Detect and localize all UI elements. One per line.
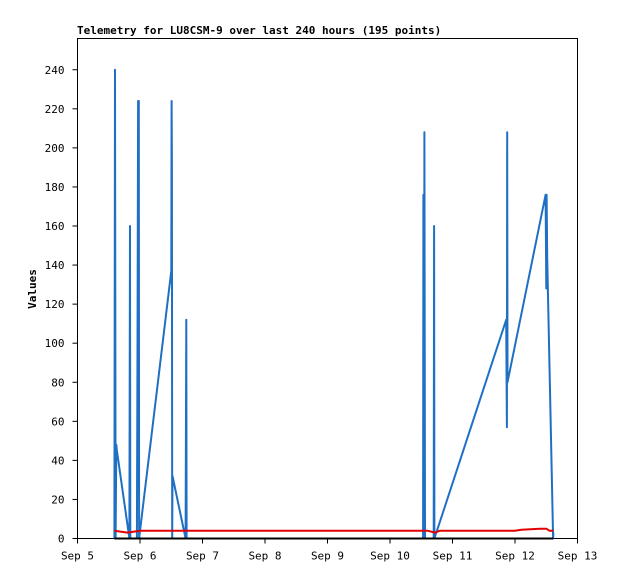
- y-tick-label: 80: [51, 376, 64, 389]
- plot-area: [77, 38, 578, 539]
- x-tick-label: Sep 11: [433, 550, 473, 563]
- y-axis-label: Values: [26, 269, 39, 309]
- y-tick-label: 200: [45, 142, 65, 155]
- y-tick-label: 0: [58, 533, 65, 546]
- y-tick-label: 240: [45, 64, 65, 77]
- y-tick-label: 100: [45, 337, 65, 350]
- plot-border: [77, 38, 578, 539]
- y-tick-label: 40: [51, 454, 64, 467]
- x-tick-label: Sep 5: [61, 550, 94, 563]
- x-tick-label: Sep 12: [495, 550, 535, 563]
- y-tick-label: 160: [45, 220, 65, 233]
- x-axis: Sep 5 Sep 6 Sep 7 Sep 8 Sep 9 Sep 10 Sep 11 Sep…: [61, 538, 598, 563]
- x-tick-label: Sep 6: [123, 550, 156, 563]
- x-tick-label: Sep 8: [248, 550, 281, 563]
- chart-title: Telemetry for LU8CSM-9 over last 240 hou…: [77, 24, 441, 37]
- x-tick-label: Sep 10: [370, 550, 410, 563]
- y-tick-label: 120: [45, 298, 65, 311]
- x-tick-label: Sep 13: [558, 550, 598, 563]
- y-tick-label: 60: [51, 415, 64, 428]
- y-axis: 0 20 40 60 80 100 120 140 160 180 200 220 240: [45, 64, 78, 546]
- series-line-0: [113, 68, 555, 540]
- x-tick-label: Sep 9: [311, 550, 344, 563]
- y-tick-label: 20: [51, 493, 64, 506]
- x-tick-label: Sep 7: [186, 550, 219, 563]
- series-layer: [113, 68, 555, 540]
- series-line-1: [114, 527, 554, 534]
- y-tick-label: 140: [45, 259, 65, 272]
- y-tick-label: 220: [45, 103, 65, 116]
- y-tick-label: 180: [45, 181, 65, 194]
